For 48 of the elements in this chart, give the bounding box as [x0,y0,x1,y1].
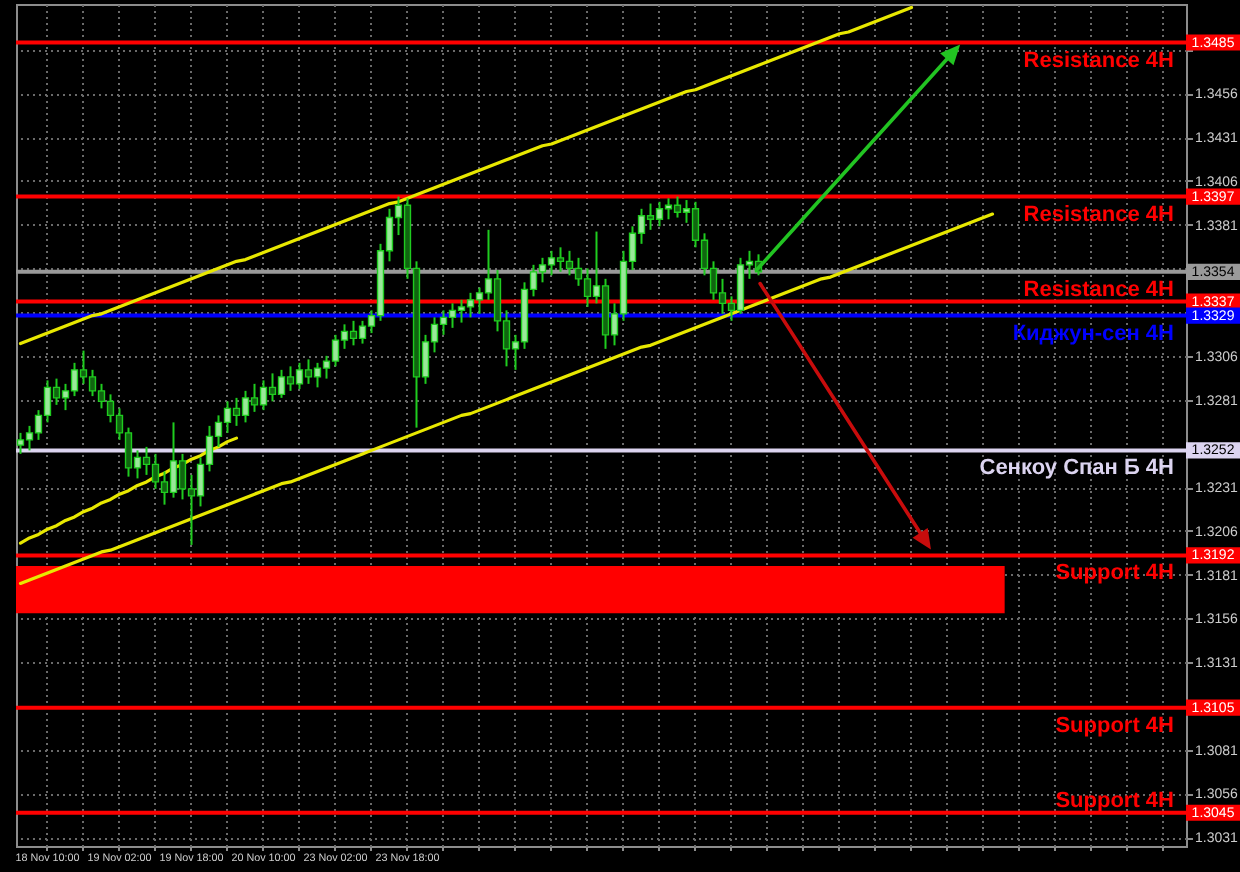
candlestick [439,309,448,336]
candlestick [448,302,457,329]
candlestick [538,256,547,284]
candlestick [349,319,358,347]
candlestick [556,246,565,273]
candlestick [331,333,340,368]
candlestick [673,195,682,219]
ref-line-label: Киджун-сен 4H [1012,321,1175,346]
ref-line-label: Support 4H [1055,561,1175,586]
candlestick [259,379,268,412]
candlestick [457,298,466,324]
candlestick [79,349,88,385]
candlestick [583,267,592,308]
candlestick [268,372,277,403]
candlestick [169,421,178,499]
candlestick [646,202,655,231]
candlestick [475,286,484,315]
candlestick [664,197,673,221]
candlestick [565,249,574,277]
ref-line-label: Resistance 4H [1023,48,1175,73]
candlestick [223,400,232,434]
candlestick [358,319,367,345]
candlestick [655,200,664,228]
candlestick [88,368,97,398]
candlestick [286,365,295,392]
candlestick [313,361,322,389]
ref-line-label: Resistance 4H [1023,277,1175,302]
line-series [18,436,239,545]
candlestick [304,358,313,385]
candlestick [466,291,475,319]
candlestick [178,452,187,501]
candlestick [142,445,151,476]
candlestick [295,361,304,391]
candlestick [241,389,250,424]
ref-line-label: Support 4H [1055,713,1175,738]
candlestick [232,396,241,427]
candlestick [250,382,259,413]
candlestick [151,452,160,490]
candlestick [277,368,286,399]
ref-line-label: Resistance 4H [1023,202,1175,227]
candlestick [547,249,556,277]
candlestick [16,431,25,455]
candlestick [97,382,106,410]
candlestick [70,361,79,398]
ref-line-label: Support 4H [1055,788,1175,813]
ref-line-label: Сенкоу Спан Б 4H [979,456,1175,481]
line-series [18,5,914,346]
candlestick [736,256,745,315]
